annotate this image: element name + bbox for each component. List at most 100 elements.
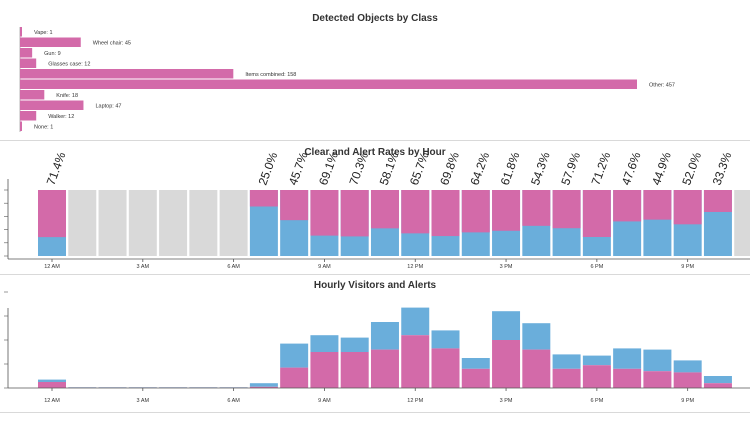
rate-label: 71.4% [44, 150, 69, 187]
rate-label: 70.3% [346, 150, 371, 187]
visitor-bar-alert [673, 372, 702, 388]
visitors-chart-title: Hourly Visitors and Alerts [313, 280, 437, 291]
rate-label: 58.1% [377, 150, 402, 187]
rate-label: 65.7% [407, 150, 432, 187]
visitor-bar-clear [280, 343, 309, 368]
rate-label: 69.1% [316, 150, 341, 187]
x-tick-label: 3 AM [137, 398, 150, 404]
object-bar [20, 69, 234, 79]
object-bar [20, 90, 45, 100]
rate-bar-empty [219, 190, 248, 256]
rate-bar-alert [249, 190, 278, 207]
rate-bar-alert [461, 190, 490, 233]
x-tick-label: 9 AM [318, 264, 331, 270]
object-bar [20, 37, 81, 47]
visitor-bar-clear [613, 348, 642, 369]
x-tick-label: 12 AM [44, 264, 60, 270]
rate-label: 44.9% [649, 150, 674, 187]
object-bar-label: Gun: 9 [44, 51, 61, 57]
visitor-bar-alert [38, 382, 66, 388]
rate-bar-empty [159, 190, 188, 256]
object-bar-label: Other: 457 [649, 82, 675, 88]
rates-chart-svg: 71.4% 25.0% 45.7% 69.1% 70.3% 58.1% 65.7% 69.8%… [4, 150, 750, 270]
rates-chart-panel: Clear and Alert Rates by Hour 71.4% 25.0%… [0, 141, 750, 274]
object-bar [20, 48, 33, 58]
visitor-bar-clear [401, 307, 430, 336]
visitor-bar-alert [249, 386, 278, 388]
visitor-bar-alert [643, 371, 672, 388]
rate-bar-alert [310, 190, 339, 236]
x-tick-label: 6 AM [227, 398, 240, 404]
x-tick-label: 3 PM [500, 398, 513, 404]
object-bar-label: Laptop: 47 [95, 103, 121, 109]
visitors-chart-panel: Hourly Visitors and Alerts 12 AM 3 AM 6 AM… [0, 275, 750, 422]
rate-bar-empty [734, 190, 750, 256]
rate-bar-alert [703, 190, 732, 212]
rate-label: 45.7% [286, 150, 311, 187]
x-tick-label: 9 PM [681, 264, 694, 270]
visitor-bar-clear [673, 360, 702, 373]
x-tick-label: 9 PM [681, 398, 694, 404]
rate-bar-alert [582, 190, 611, 237]
visitor-bar-alert [280, 367, 309, 388]
rate-label: 33.3% [710, 150, 735, 187]
object-bar-label: Knife: 18 [56, 93, 78, 99]
rate-bar-alert [280, 190, 309, 221]
visitor-bar-alert [401, 335, 430, 388]
object-bar-label: Wheel chair: 45 [93, 40, 131, 46]
x-tick-label: 3 PM [500, 264, 513, 270]
rate-label: 64.2% [467, 150, 492, 187]
visitor-bar-alert [522, 349, 551, 388]
rate-label: 47.6% [619, 150, 644, 187]
x-tick-label: 12 PM [407, 398, 423, 404]
object-bar [20, 100, 84, 110]
objects-chart-title: Detected Objects by Class [312, 13, 438, 24]
rate-bar-alert [643, 190, 672, 220]
rate-bar-alert [673, 190, 702, 225]
visitor-bar-alert [461, 368, 490, 388]
rate-bar-alert [431, 190, 460, 237]
visitor-bar-alert [340, 352, 369, 388]
visitor-bar-clear [310, 335, 339, 352]
rate-bar-alert [613, 190, 642, 222]
rate-bar-alert [340, 190, 369, 237]
rate-bar-alert [552, 190, 581, 229]
rate-bar-alert [492, 190, 521, 231]
object-bar-label: Items combined: 158 [245, 72, 296, 78]
x-tick-label: 12 PM [407, 264, 423, 270]
visitor-bar-alert [703, 383, 732, 388]
rate-bar-alert [370, 190, 399, 229]
visitor-bar-alert [492, 340, 521, 388]
visitor-bar-clear [431, 330, 460, 349]
visitor-bar-clear [370, 322, 399, 350]
rate-label: 52.0% [679, 150, 704, 187]
visitor-bar-alert [613, 368, 642, 388]
object-bar [20, 121, 22, 131]
visitor-bar-alert [370, 349, 399, 388]
objects-chart-svg: Vape: 1 Wheel chair: 45 Gun: 9 Glasses case… [19, 27, 675, 132]
visitor-bar-clear [492, 311, 521, 340]
rate-bar-empty [189, 190, 218, 256]
object-bar [20, 111, 37, 121]
visitor-bar-clear [340, 337, 369, 352]
visitor-bar-alert [310, 352, 339, 388]
visitor-bar-clear [552, 354, 581, 369]
object-bar [20, 79, 637, 89]
rate-bar-alert [522, 190, 551, 226]
x-tick-label: 6 AM [227, 264, 240, 270]
rate-label: 25.0% [256, 150, 281, 187]
x-tick-label: 6 PM [590, 398, 603, 404]
visitors-chart-svg: 12 AM 3 AM 6 AM 9 AM 12 PM 3 PM 6 PM 9 PM [4, 291, 750, 404]
divider-3 [0, 412, 750, 413]
rate-bar-empty [128, 190, 157, 256]
visitor-bar-alert [552, 368, 581, 388]
x-tick-label: 6 PM [590, 264, 603, 270]
visitor-bar-clear [249, 383, 278, 387]
rate-bar-alert [38, 190, 66, 238]
rate-bar-alert [401, 190, 430, 234]
visitor-bar-clear [582, 355, 611, 366]
rate-label: 71.2% [589, 150, 614, 187]
rate-label: 69.8% [437, 150, 462, 187]
rates-chart-title: Clear and Alert Rates by Hour [304, 147, 446, 158]
visitor-bar-alert [431, 348, 460, 388]
